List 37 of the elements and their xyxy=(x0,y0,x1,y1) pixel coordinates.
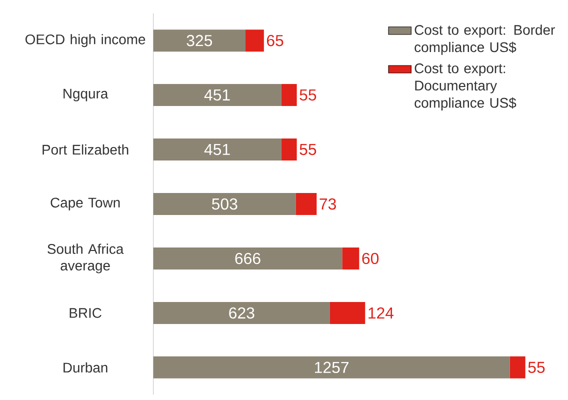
bar xyxy=(153,84,282,106)
y-tick-label: South Africa average xyxy=(48,244,124,274)
bar xyxy=(153,302,330,324)
y-tick-label: BRIC xyxy=(70,308,102,318)
data-label: 73 xyxy=(320,198,336,210)
data-label: 55 xyxy=(300,144,316,156)
data-label: 666 xyxy=(235,252,260,264)
bar xyxy=(281,84,297,106)
legend-label: Cost to export: Border compliance US$ xyxy=(414,24,555,55)
y-tick-label: Cape Town xyxy=(50,198,120,210)
data-label: 1257 xyxy=(315,362,348,374)
data-label: 325 xyxy=(186,34,212,46)
bar xyxy=(153,193,296,216)
bar xyxy=(153,138,282,161)
data-label: 55 xyxy=(300,90,316,101)
bar xyxy=(296,193,317,216)
data-label: 65 xyxy=(266,34,284,46)
data-label: 451 xyxy=(204,90,230,101)
bar xyxy=(153,356,510,378)
bar xyxy=(153,30,246,52)
y-tick-label: Port Elizabeth xyxy=(42,144,128,155)
data-label: 503 xyxy=(212,198,238,210)
data-label: 451 xyxy=(204,144,230,156)
bar xyxy=(153,247,342,270)
data-label: 623 xyxy=(229,307,254,319)
bar xyxy=(281,138,297,161)
bar xyxy=(510,356,526,378)
data-label: 55 xyxy=(528,362,545,373)
y-tick-label: OECD high income xyxy=(26,34,146,48)
legend-label: Cost to export: Documentary compliance US$ xyxy=(414,63,516,111)
data-label: 124 xyxy=(368,307,394,319)
bar xyxy=(330,302,366,324)
data-label: 60 xyxy=(362,252,379,264)
bar xyxy=(245,30,264,52)
bar xyxy=(342,247,360,270)
y-tick-label: Durban xyxy=(64,362,108,373)
y-tick-label: Ngqura xyxy=(64,88,108,102)
